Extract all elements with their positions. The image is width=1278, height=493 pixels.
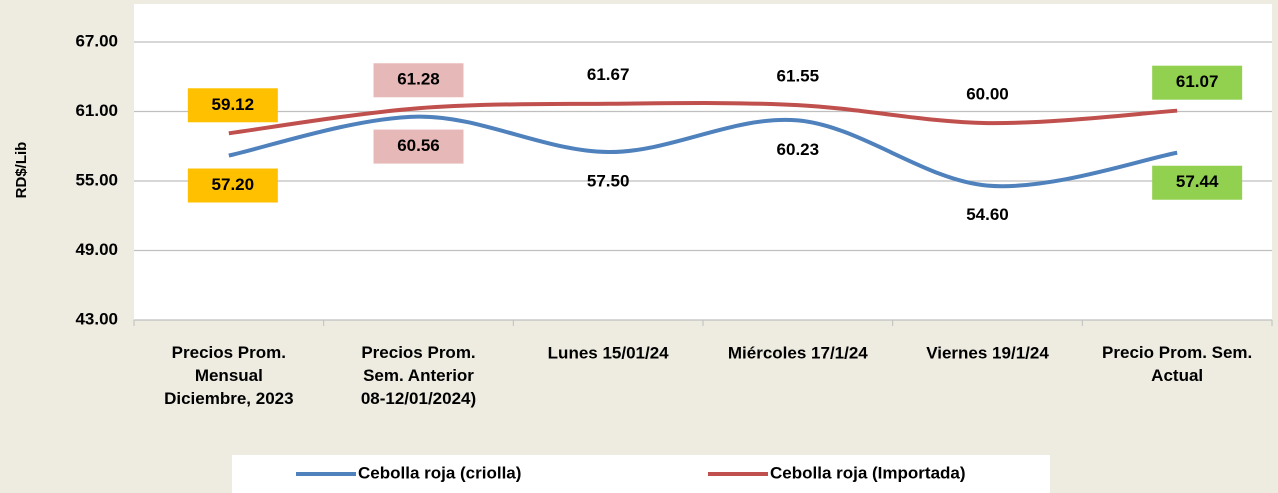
- x-tick-label: Precios Prom. Mensual Diciembre, 2023: [164, 343, 293, 408]
- data-label: 61.07: [1176, 72, 1219, 91]
- data-label: 61.28: [397, 70, 440, 89]
- data-label: 54.60: [966, 205, 1009, 224]
- y-tick-label: 43.00: [75, 309, 118, 328]
- x-tick-label: Viernes 19/1/24: [926, 343, 1049, 362]
- x-tick-label: Precio Prom. Sem. Actual: [1102, 343, 1252, 385]
- label-box: [187, 88, 278, 123]
- data-label: 60.56: [397, 136, 440, 155]
- data-label: 60.00: [966, 85, 1009, 104]
- legend-label: Cebolla roja (Importada): [770, 463, 966, 482]
- label-box: [187, 168, 278, 203]
- data-label: 61.55: [777, 67, 820, 86]
- y-tick-label: 49.00: [75, 240, 118, 259]
- data-label: 61.67: [587, 65, 630, 84]
- label-box: [373, 63, 464, 98]
- legend-box: [232, 455, 1050, 493]
- x-tick-label: Miércoles 17/1/24: [728, 343, 868, 362]
- data-label: 57.50: [587, 172, 630, 191]
- label-box: [1152, 65, 1243, 100]
- y-axis-label: RD$/Lib: [13, 142, 30, 199]
- plot-area: [134, 4, 1272, 320]
- x-tick-label: Precios Prom. Sem. Anterior 08-12/01/2024): [361, 343, 476, 408]
- y-tick-label: 67.00: [75, 31, 118, 50]
- data-label: 57.44: [1176, 172, 1219, 191]
- label-box: [1152, 165, 1243, 200]
- y-tick-label: 61.00: [75, 101, 118, 120]
- data-label: 57.20: [212, 175, 255, 194]
- legend-label: Cebolla roja (criolla): [358, 463, 521, 482]
- y-tick-label: 55.00: [75, 170, 118, 189]
- series-line: [228, 101, 1178, 136]
- data-label: 60.23: [777, 140, 820, 159]
- series-line: [228, 114, 1178, 189]
- x-tick-label: Lunes 15/01/24: [548, 343, 670, 362]
- data-label: 59.12: [212, 95, 255, 114]
- label-box: [373, 129, 464, 164]
